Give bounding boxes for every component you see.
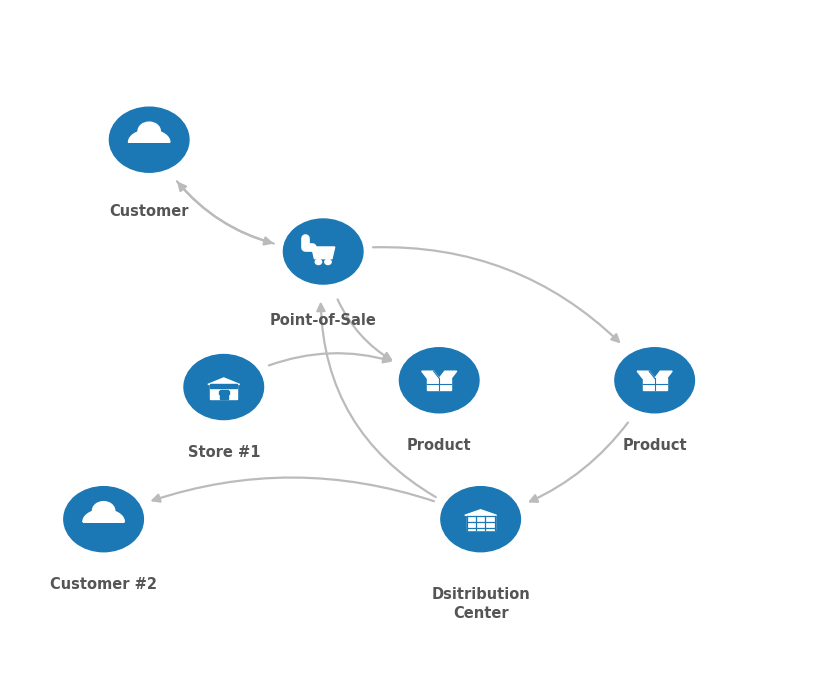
FancyArrowPatch shape: [529, 423, 627, 501]
FancyBboxPatch shape: [218, 390, 222, 394]
Circle shape: [324, 259, 331, 265]
FancyArrowPatch shape: [268, 353, 390, 366]
Circle shape: [184, 355, 263, 420]
Text: Customer #2: Customer #2: [50, 577, 157, 592]
FancyArrowPatch shape: [178, 183, 273, 244]
Circle shape: [138, 122, 161, 141]
Circle shape: [283, 219, 363, 284]
Circle shape: [399, 348, 478, 413]
Circle shape: [614, 348, 694, 413]
Text: Product: Product: [622, 438, 686, 453]
FancyBboxPatch shape: [220, 390, 227, 399]
FancyArrowPatch shape: [176, 181, 271, 244]
FancyArrowPatch shape: [373, 247, 619, 342]
Circle shape: [315, 259, 321, 265]
Circle shape: [110, 107, 189, 172]
Text: Dsitribution
Center: Dsitribution Center: [431, 587, 529, 621]
FancyBboxPatch shape: [210, 384, 237, 388]
Polygon shape: [207, 378, 239, 384]
Polygon shape: [464, 510, 496, 515]
Polygon shape: [83, 510, 124, 522]
Polygon shape: [439, 371, 456, 378]
FancyBboxPatch shape: [466, 515, 494, 530]
Circle shape: [441, 486, 520, 552]
FancyArrowPatch shape: [337, 299, 390, 359]
Text: Point-of-Sale: Point-of-Sale: [269, 313, 376, 327]
Circle shape: [92, 501, 115, 520]
Polygon shape: [421, 371, 439, 378]
Polygon shape: [129, 130, 170, 142]
FancyArrowPatch shape: [317, 304, 436, 497]
Polygon shape: [426, 378, 451, 390]
Polygon shape: [311, 247, 334, 259]
Text: Product: Product: [406, 438, 471, 453]
FancyArrowPatch shape: [152, 477, 434, 501]
Circle shape: [64, 486, 143, 552]
Text: Customer: Customer: [110, 204, 189, 219]
FancyBboxPatch shape: [210, 384, 237, 399]
Polygon shape: [642, 378, 665, 390]
Polygon shape: [636, 371, 654, 378]
FancyBboxPatch shape: [225, 390, 229, 394]
Polygon shape: [654, 371, 671, 378]
Text: Store #1: Store #1: [187, 445, 260, 460]
